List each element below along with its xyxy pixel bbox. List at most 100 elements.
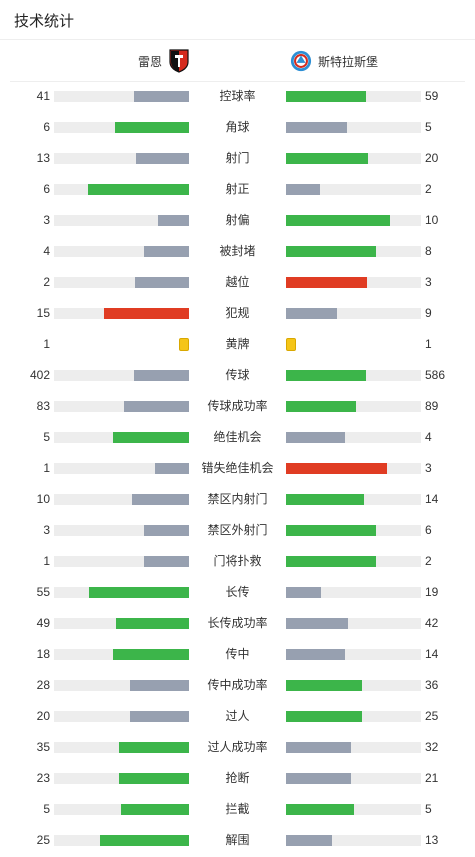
stat-label: 长传成功率: [207, 616, 268, 630]
away-bar-track: [286, 91, 421, 102]
stat-row: 83 传球成功率 89: [0, 391, 475, 422]
stat-row: 41 控球率 59: [0, 81, 475, 112]
away-bar-fill: [286, 370, 366, 381]
away-bar-fill: [286, 432, 345, 443]
stat-label: 过人: [225, 709, 250, 723]
away-bar-track: [286, 153, 421, 164]
stat-row: 6 射正 2: [0, 174, 475, 205]
away-bar-track: [286, 587, 421, 598]
home-bar-fill: [144, 556, 189, 567]
home-bar-fill: [89, 587, 189, 598]
home-bar-fill: [88, 184, 189, 195]
home-bar-fill: [119, 742, 189, 753]
home-stat-value: 6: [43, 182, 50, 196]
stat-row: 5 拦截 5: [0, 794, 475, 825]
stat-row: 15 犯规 9: [0, 298, 475, 329]
away-bar-track: [286, 680, 421, 691]
away-stat-value: 5: [425, 120, 432, 134]
away-bar-track: [286, 742, 421, 753]
stat-row: 10 禁区内射门 14: [0, 484, 475, 515]
home-bar-track: [54, 463, 189, 474]
away-stat-value: 19: [425, 585, 439, 599]
home-bar-track: [54, 556, 189, 567]
away-stat-value: 21: [425, 771, 439, 785]
home-stat-value: 4: [43, 244, 50, 258]
away-bar-track: [286, 215, 421, 226]
away-stat-value: 13: [425, 833, 439, 847]
stat-row: 13 射门 20: [0, 143, 475, 174]
stat-label: 黄牌: [225, 337, 250, 351]
home-stat-value: 3: [43, 213, 50, 227]
away-stat-value: 3: [425, 275, 432, 289]
away-stat-value: 1: [425, 337, 432, 351]
stat-row: 3 射偏 10: [0, 205, 475, 236]
home-bar-fill: [135, 277, 189, 288]
home-bar-track: [54, 773, 189, 784]
away-bar-track: [286, 122, 421, 133]
home-bar-track: [54, 246, 189, 257]
home-stat-value: 20: [36, 709, 50, 723]
teams-header: 雷恩 斯特拉斯堡: [10, 41, 465, 82]
away-stat-value: 5: [425, 802, 432, 816]
home-stat-value: 25: [36, 833, 50, 847]
stat-label: 禁区内射门: [207, 492, 268, 506]
home-bar-track: [54, 122, 189, 133]
stat-label: 角球: [225, 120, 250, 134]
away-bar-track: [286, 432, 421, 443]
away-bar-fill: [286, 463, 387, 474]
away-stat-value: 25: [425, 709, 439, 723]
home-stat-value: 5: [43, 802, 50, 816]
stat-row: 402 传球 586: [0, 360, 475, 391]
home-bar-fill: [130, 680, 189, 691]
stat-row: 20 过人 25: [0, 701, 475, 732]
home-stat-value: 15: [36, 306, 50, 320]
home-bar-track: [54, 432, 189, 443]
stat-label: 控球率: [219, 89, 256, 103]
home-bar-track: [54, 587, 189, 598]
stat-row: 23 抢断 21: [0, 763, 475, 794]
away-stat-value: 14: [425, 647, 439, 661]
away-bar-track: [286, 370, 421, 381]
away-bar-fill: [286, 91, 366, 102]
stat-row: 6 角球 5: [0, 112, 475, 143]
home-stat-value: 6: [43, 120, 50, 134]
away-bar-fill: [286, 835, 332, 846]
home-bar-track: [54, 401, 189, 412]
away-bar-fill: [286, 618, 348, 629]
stat-label: 门将扑救: [213, 554, 262, 568]
stat-label: 射门: [225, 151, 250, 165]
away-stat-value: 20: [425, 151, 439, 165]
home-stat-value: 1: [43, 554, 50, 568]
stat-label: 长传: [225, 585, 250, 599]
home-bar-track: [54, 711, 189, 722]
home-bar-fill: [100, 835, 189, 846]
away-stat-value: 6: [425, 523, 432, 537]
stat-label: 犯规: [225, 306, 250, 320]
home-bar-fill: [124, 401, 189, 412]
stat-label: 传中: [225, 647, 250, 661]
stat-row: 18 传中 14: [0, 639, 475, 670]
away-bar-fill: [286, 742, 351, 753]
away-stat-value: 8: [425, 244, 432, 258]
stat-label: 禁区外射门: [207, 523, 268, 537]
stat-label: 传中成功率: [207, 678, 268, 692]
rennes-crest-icon: [169, 49, 189, 73]
stat-label: 错失绝佳机会: [201, 461, 274, 475]
home-bar-track: [54, 153, 189, 164]
home-bar-fill: [136, 153, 189, 164]
away-team-name: 斯特拉斯堡: [318, 54, 379, 69]
home-bar-track: [54, 835, 189, 846]
away-bar-track: [286, 618, 421, 629]
stat-row: 25 解围 13: [0, 825, 475, 856]
home-bar-track: [54, 618, 189, 629]
home-stat-value: 55: [36, 585, 50, 599]
home-bar-track: [54, 308, 189, 319]
stat-label: 越位: [225, 275, 250, 289]
title-bar: 技术统计: [0, 0, 475, 40]
home-bar-fill: [113, 432, 189, 443]
home-bar-fill: [132, 494, 189, 505]
home-bar-track: [54, 649, 189, 660]
home-bar-track: [54, 91, 189, 102]
away-team[interactable]: 斯特拉斯堡: [290, 49, 378, 73]
home-team[interactable]: 雷恩: [138, 49, 190, 73]
